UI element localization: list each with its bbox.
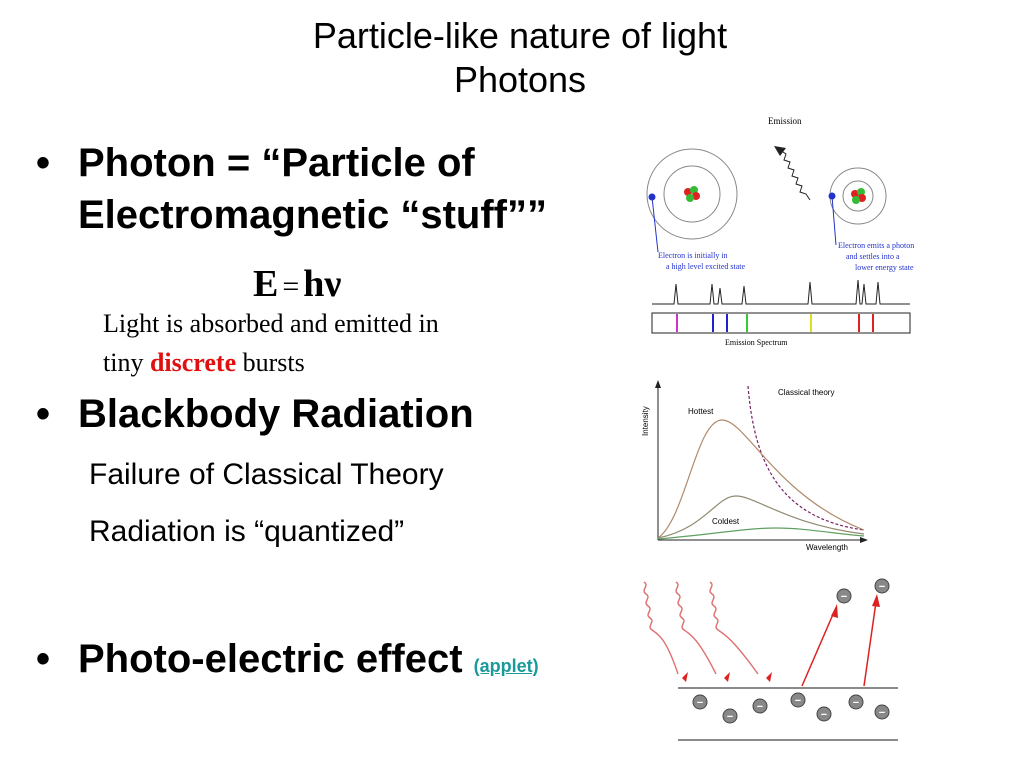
label-left-2: a high level excited state xyxy=(666,262,746,271)
blackbody-sub-2: Radiation is “quantized” xyxy=(89,515,405,548)
electron-icon: − xyxy=(836,588,852,604)
label-right-3: lower energy state xyxy=(855,263,914,272)
electron-icon: − xyxy=(790,692,806,708)
equation-e-h-nu: E = hν xyxy=(253,262,341,309)
bullet-dot: • xyxy=(36,141,51,185)
hottest-curve xyxy=(657,419,865,539)
bullet-dot: • xyxy=(36,637,51,681)
absorbed-post: bursts xyxy=(242,348,305,377)
electron-icon: − xyxy=(752,698,768,714)
emission-title: Emission xyxy=(768,116,802,126)
bullet-blackbody-text: Blackbody Radiation xyxy=(78,392,474,436)
title-line-2: Photons xyxy=(453,59,587,100)
spectrum-label: Emission Spectrum xyxy=(725,338,788,347)
svg-text:−: − xyxy=(879,581,885,593)
electron-icon: − xyxy=(874,704,890,720)
emission-figure: Emission Electron is initially in a high… xyxy=(646,116,914,347)
applet-link[interactable]: (applet) xyxy=(473,656,539,676)
coldest-curve xyxy=(657,527,865,540)
svg-text:−: − xyxy=(757,701,763,713)
electron-icon: − xyxy=(874,578,890,594)
right-atom xyxy=(828,167,887,246)
classical-label: Classical theory xyxy=(778,388,834,397)
blackbody-xlabel: Wavelength xyxy=(806,543,848,552)
spectrum-bar xyxy=(651,312,911,334)
electron-icon: − xyxy=(692,694,708,710)
absorbed-pre: tiny xyxy=(103,348,144,377)
svg-text:−: − xyxy=(795,695,801,707)
classical-curve xyxy=(747,385,865,531)
equation-h: h xyxy=(303,263,325,305)
emission-peaks xyxy=(652,279,910,305)
svg-text:−: − xyxy=(821,709,827,721)
absorbed-line-2: tiny discrete bursts xyxy=(103,345,305,381)
photon-arrow xyxy=(779,149,811,201)
label-right-1: Electron emits a photon xyxy=(838,241,914,250)
bullet-dot: • xyxy=(36,392,51,436)
photon-arrow-head xyxy=(774,146,786,156)
electron-icon: − xyxy=(816,706,832,722)
blackbody-figure: Intensity Wavelength Classical theory Ho… xyxy=(641,380,868,552)
svg-text:−: − xyxy=(697,697,703,709)
equation-nu: ν xyxy=(324,263,342,305)
svg-text:−: − xyxy=(841,591,847,603)
label-right-2: and settles into a xyxy=(846,252,900,261)
photoelectric-figure: − − − − − − − − − xyxy=(643,578,898,741)
svg-text:−: − xyxy=(879,707,885,719)
electrons: − − − − − − − − − xyxy=(692,578,890,724)
absorbed-discrete: discrete xyxy=(149,348,237,377)
coldest-label: Coldest xyxy=(712,517,740,526)
svg-text:−: − xyxy=(727,711,733,723)
ejected-electrons-paths xyxy=(801,594,880,687)
bullet-photoelectric-text: Photo-electric effect xyxy=(78,637,463,681)
spectrum-lines xyxy=(676,314,874,332)
mid-curve xyxy=(657,495,865,539)
equation-e: E xyxy=(253,263,279,305)
svg-text:−: − xyxy=(853,697,859,709)
absorbed-line-1: Light is absorbed and emitted in xyxy=(103,309,439,338)
bullet-photon-line1: Photon = “Particle of xyxy=(78,141,475,185)
title-line-1: Particle-like nature of light xyxy=(312,15,728,56)
electron-icon: − xyxy=(848,694,864,710)
blackbody-sub-1: Failure of Classical Theory xyxy=(89,458,444,491)
slide-title: Particle-like nature of light Photons xyxy=(0,14,1024,102)
label-left-1: Electron is initially in xyxy=(658,251,728,260)
left-atom xyxy=(646,148,738,253)
blackbody-ylabel: Intensity xyxy=(641,406,650,436)
bullet-photon-line2: Electromagnetic “stuff”” xyxy=(78,193,547,237)
incoming-photons xyxy=(643,581,772,682)
electron-icon: − xyxy=(722,708,738,724)
hottest-label: Hottest xyxy=(688,407,714,416)
equation-equals: = xyxy=(282,270,300,303)
